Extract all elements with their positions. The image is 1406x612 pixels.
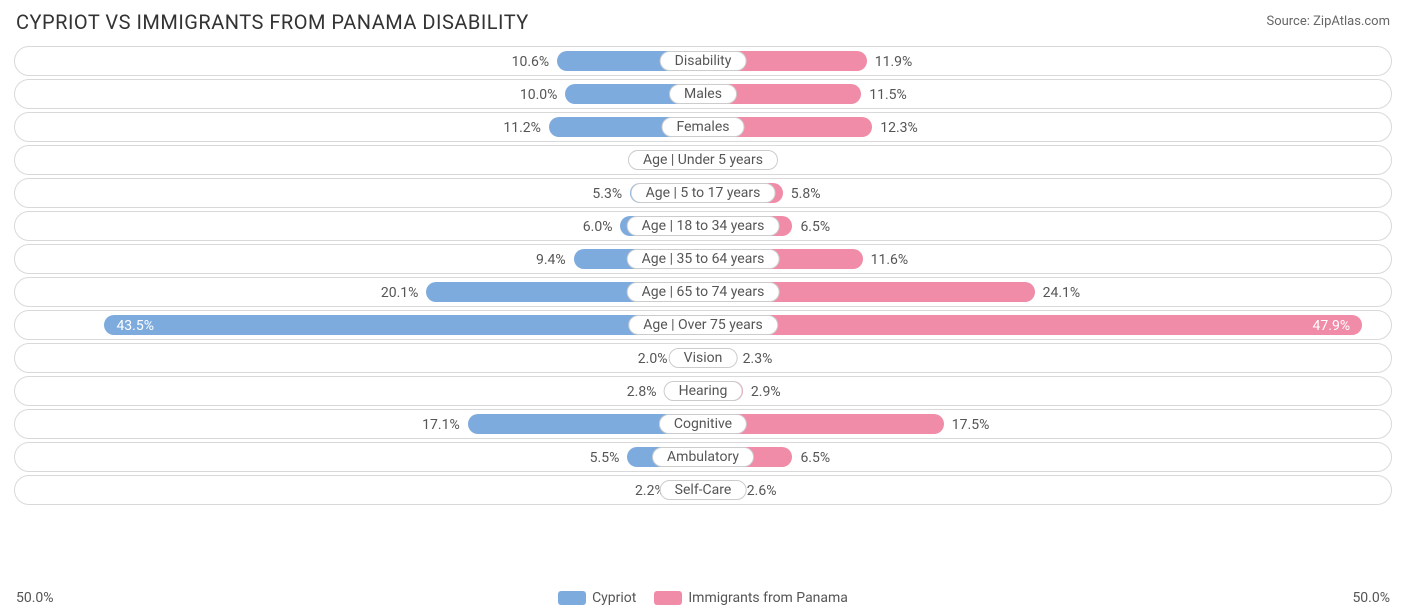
category-pill: Ambulatory <box>652 447 754 467</box>
category-pill: Age | Over 75 years <box>628 315 778 335</box>
value-label-right: 2.3% <box>743 348 773 370</box>
chart-row: 20.1% 24.1% Age | 65 to 74 years <box>14 277 1392 307</box>
chart-row: 5.5% 6.5% Ambulatory <box>14 442 1392 472</box>
legend-swatch-left <box>558 591 586 605</box>
value-label-left: 17.1% <box>422 414 460 436</box>
value-label-right: 6.5% <box>800 216 830 238</box>
category-pill: Age | 65 to 74 years <box>627 282 780 302</box>
category-pill: Females <box>662 117 745 137</box>
value-label-right: 2.6% <box>747 480 777 502</box>
legend-item-right: Immigrants from Panama <box>654 590 848 606</box>
chart-row: 17.1% 17.5% Cognitive <box>14 409 1392 439</box>
legend-label-right: Immigrants from Panama <box>688 590 848 606</box>
chart-row: 2.0% 2.3%Vision <box>14 343 1392 373</box>
chart-row: 10.0% 11.5% Males <box>14 79 1392 109</box>
category-pill: Self-Care <box>660 480 747 500</box>
chart-row: 43.5% 47.9% Age | Over 75 years <box>14 310 1392 340</box>
chart-area: 10.6% 11.9% Disability 10.0% 11.5% Males 11.2%… <box>14 42 1392 584</box>
chart-row: 10.6% 11.9% Disability <box>14 46 1392 76</box>
value-label-left: 43.5% <box>104 315 154 337</box>
category-pill: Disability <box>660 51 747 71</box>
category-pill: Age | Under 5 years <box>628 150 778 170</box>
value-label-left: 11.2% <box>503 117 541 139</box>
legend-label-left: Cypriot <box>592 590 636 606</box>
value-label-right: 11.6% <box>871 249 909 271</box>
value-label-left: 10.6% <box>512 51 550 73</box>
category-pill: Cognitive <box>659 414 747 434</box>
legend: Cypriot Immigrants from Panama <box>76 590 1330 606</box>
value-label-left: 5.5% <box>590 447 620 469</box>
value-label-left: 6.0% <box>583 216 613 238</box>
value-label-left: 20.1% <box>381 282 419 304</box>
value-label-left: 9.4% <box>536 249 566 271</box>
value-label-right: 11.9% <box>875 51 913 73</box>
chart-footer: 50.0% Cypriot Immigrants from Panama 50.… <box>14 584 1392 606</box>
legend-item-left: Cypriot <box>558 590 636 606</box>
value-label-right: 6.5% <box>800 447 830 469</box>
category-pill: Males <box>669 84 737 104</box>
chart-row: 5.3% 5.8% Age | 5 to 17 years <box>14 178 1392 208</box>
chart-row: 2.8% 2.9% Hearing <box>14 376 1392 406</box>
value-label-right: 24.1% <box>1043 282 1081 304</box>
legend-swatch-right <box>654 591 682 605</box>
axis-max-left: 50.0% <box>16 590 76 606</box>
value-label-left: 5.3% <box>592 183 622 205</box>
category-pill: Age | 18 to 34 years <box>627 216 780 236</box>
bar-right <box>703 315 1362 335</box>
value-label-right: 17.5% <box>952 414 990 436</box>
axis-max-right: 50.0% <box>1330 590 1390 606</box>
value-label-right: 47.9% <box>1313 315 1363 337</box>
source-label: Source: ZipAtlas.com <box>1266 10 1390 29</box>
header: CYPRIOT VS IMMIGRANTS FROM PANAMA DISABI… <box>14 10 1392 42</box>
bar-left <box>104 315 703 335</box>
category-pill: Hearing <box>664 381 743 401</box>
value-label-right: 12.3% <box>880 117 918 139</box>
chart-row: 9.4% 11.6% Age | 35 to 64 years <box>14 244 1392 274</box>
chart-container: CYPRIOT VS IMMIGRANTS FROM PANAMA DISABI… <box>0 0 1406 612</box>
category-pill: Age | 5 to 17 years <box>631 183 776 203</box>
value-label-left: 2.0% <box>638 348 668 370</box>
chart-row: 11.2% 12.3% Females <box>14 112 1392 142</box>
value-label-right: 5.8% <box>791 183 821 205</box>
chart-row: 2.2%2.6%Self-Care <box>14 475 1392 505</box>
value-label-right: 11.5% <box>869 84 907 106</box>
chart-row: 6.0% 6.5% Age | 18 to 34 years <box>14 211 1392 241</box>
value-label-left: 2.8% <box>627 381 657 403</box>
chart-row: 1.3%1.2%Age | Under 5 years <box>14 145 1392 175</box>
chart-title: CYPRIOT VS IMMIGRANTS FROM PANAMA DISABI… <box>16 10 529 34</box>
category-pill: Vision <box>669 348 738 368</box>
value-label-right: 2.9% <box>751 381 781 403</box>
category-pill: Age | 35 to 64 years <box>627 249 780 269</box>
value-label-left: 10.0% <box>520 84 558 106</box>
